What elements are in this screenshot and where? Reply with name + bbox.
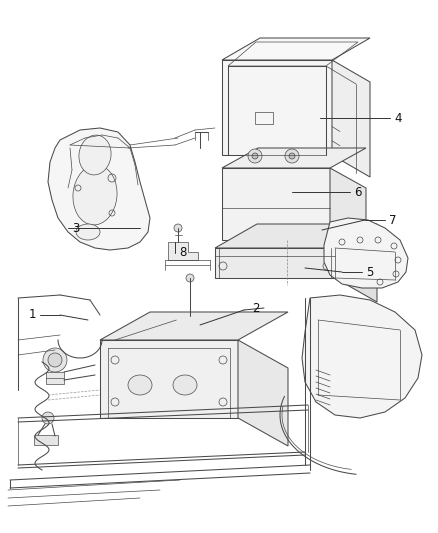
Polygon shape xyxy=(222,60,332,155)
Polygon shape xyxy=(100,312,288,340)
Polygon shape xyxy=(302,295,422,418)
Circle shape xyxy=(285,149,299,163)
Polygon shape xyxy=(222,38,370,60)
Polygon shape xyxy=(48,128,150,250)
Polygon shape xyxy=(332,60,370,177)
Polygon shape xyxy=(330,168,366,260)
Circle shape xyxy=(174,224,182,232)
Polygon shape xyxy=(238,340,288,446)
Polygon shape xyxy=(100,340,238,418)
Circle shape xyxy=(248,149,262,163)
Ellipse shape xyxy=(73,165,117,225)
Circle shape xyxy=(43,348,67,372)
Polygon shape xyxy=(215,248,335,278)
Circle shape xyxy=(186,274,194,282)
Text: 4: 4 xyxy=(394,111,402,125)
Ellipse shape xyxy=(79,135,111,175)
Polygon shape xyxy=(324,218,408,288)
Text: 6: 6 xyxy=(354,185,361,198)
Polygon shape xyxy=(46,372,64,384)
Polygon shape xyxy=(222,168,330,240)
Polygon shape xyxy=(215,224,377,248)
Text: 5: 5 xyxy=(366,265,373,279)
Circle shape xyxy=(48,353,62,367)
Polygon shape xyxy=(222,148,366,168)
Ellipse shape xyxy=(128,375,152,395)
Text: 1: 1 xyxy=(28,309,36,321)
Circle shape xyxy=(42,412,54,424)
Polygon shape xyxy=(168,242,198,260)
Text: 2: 2 xyxy=(252,302,260,314)
Text: 8: 8 xyxy=(179,246,187,260)
Text: 3: 3 xyxy=(72,222,79,235)
Text: 7: 7 xyxy=(389,214,396,227)
Ellipse shape xyxy=(76,224,100,240)
Circle shape xyxy=(289,153,295,159)
Ellipse shape xyxy=(173,375,197,395)
Circle shape xyxy=(252,153,258,159)
Polygon shape xyxy=(34,435,58,445)
Polygon shape xyxy=(335,248,377,302)
